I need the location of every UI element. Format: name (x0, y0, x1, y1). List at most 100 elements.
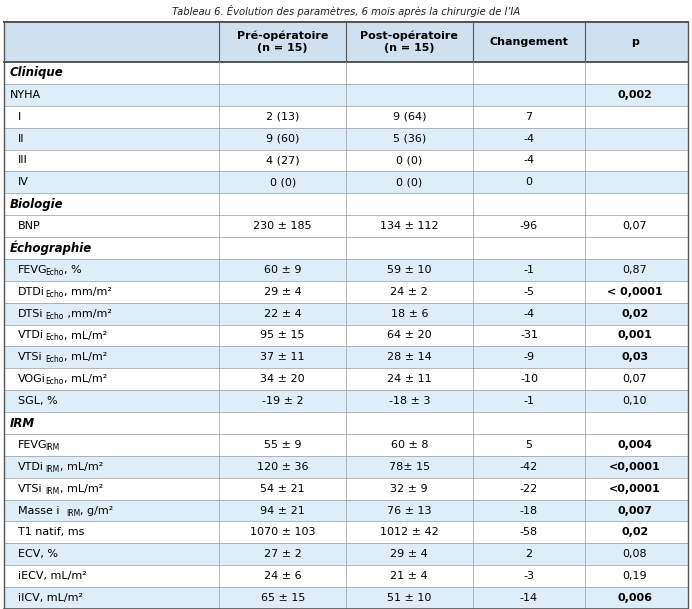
Text: 0,07: 0,07 (623, 221, 647, 231)
Bar (4, 150, 688, 171)
Text: -18 ± 3: -18 ± 3 (388, 396, 430, 406)
Text: NYHA: NYHA (10, 90, 41, 100)
Text: Echo: Echo (46, 334, 64, 342)
Text: <0,0001: <0,0001 (609, 484, 661, 494)
Text: 0,006: 0,006 (617, 593, 653, 603)
Text: 5: 5 (525, 440, 532, 450)
Text: VTDi: VTDi (18, 462, 44, 472)
Text: IRM: IRM (46, 465, 60, 474)
Text: <0,0001: <0,0001 (609, 462, 661, 472)
Text: -9: -9 (523, 353, 534, 362)
Text: Echo: Echo (46, 377, 64, 386)
Text: 32 ± 9: 32 ± 9 (390, 484, 428, 494)
Text: 4 (27): 4 (27) (266, 155, 300, 166)
Text: 22 ± 4: 22 ± 4 (264, 309, 302, 319)
Text: 29 ± 4: 29 ± 4 (264, 287, 302, 297)
Bar (4, 499, 688, 521)
Text: 0 (0): 0 (0) (270, 177, 296, 188)
Text: Pré-opératoire
(n = 15): Pré-opératoire (n = 15) (237, 31, 329, 53)
Text: , %: , % (64, 265, 82, 275)
Text: -1: -1 (523, 265, 534, 275)
Text: 24 ± 11: 24 ± 11 (387, 375, 432, 384)
Text: IRM: IRM (46, 487, 60, 496)
Text: 7: 7 (525, 111, 533, 122)
Text: 54 ± 21: 54 ± 21 (260, 484, 305, 494)
Text: Echo: Echo (46, 268, 64, 277)
Text: 0,02: 0,02 (621, 309, 648, 319)
Text: 55 ± 9: 55 ± 9 (264, 440, 302, 450)
Bar (4, 434, 688, 456)
Text: Echo: Echo (46, 356, 64, 364)
Text: , mL/m²: , mL/m² (64, 375, 108, 384)
Text: FEVG: FEVG (18, 265, 48, 275)
Text: 0,002: 0,002 (617, 90, 653, 100)
Bar (4, 521, 688, 543)
Text: VTSi: VTSi (18, 484, 43, 494)
Bar (4, 477, 688, 499)
Text: 134 ± 112: 134 ± 112 (380, 221, 439, 231)
Text: 9 (60): 9 (60) (266, 133, 300, 144)
Text: -4: -4 (523, 155, 534, 166)
Bar (4, 347, 688, 368)
Bar (4, 390, 688, 412)
Bar (4, 215, 688, 237)
Text: 18 ± 6: 18 ± 6 (390, 309, 428, 319)
Text: -10: -10 (520, 375, 538, 384)
Text: Echo: Echo (46, 312, 64, 320)
Text: 0: 0 (525, 177, 532, 188)
Text: -31: -31 (520, 331, 538, 340)
Bar (4, 587, 688, 609)
Text: 28 ± 14: 28 ± 14 (387, 353, 432, 362)
Text: -42: -42 (520, 462, 538, 472)
Text: 120 ± 36: 120 ± 36 (257, 462, 309, 472)
Text: 2: 2 (525, 549, 533, 559)
Text: 24 ± 6: 24 ± 6 (264, 571, 302, 581)
Bar (4, 368, 688, 390)
Text: 24 ± 2: 24 ± 2 (390, 287, 428, 297)
Bar (4, 456, 688, 477)
Bar (4, 106, 688, 128)
Text: 0,02: 0,02 (621, 527, 648, 537)
Text: 9 (64): 9 (64) (392, 111, 426, 122)
Text: -58: -58 (520, 527, 538, 537)
Bar (4, 281, 688, 303)
Text: 76 ± 13: 76 ± 13 (387, 505, 432, 516)
Text: 21 ± 4: 21 ± 4 (390, 571, 428, 581)
Bar (4, 84, 688, 106)
Text: -96: -96 (520, 221, 538, 231)
Text: 51 ± 10: 51 ± 10 (387, 593, 431, 603)
Text: ECV, %: ECV, % (18, 549, 58, 559)
Bar (4, 565, 688, 587)
Text: I: I (18, 111, 21, 122)
Text: 65 ± 15: 65 ± 15 (261, 593, 305, 603)
Text: Clinique: Clinique (10, 66, 64, 79)
Text: BNP: BNP (18, 221, 41, 231)
Text: 37 ± 11: 37 ± 11 (260, 353, 305, 362)
Text: iICV, mL/m²: iICV, mL/m² (18, 593, 83, 603)
Text: 1070 ± 103: 1070 ± 103 (250, 527, 316, 537)
Text: ,mm/m²: ,mm/m² (64, 309, 112, 319)
Text: , g/m²: , g/m² (80, 505, 113, 516)
Text: 0,08: 0,08 (623, 549, 647, 559)
Text: 0,10: 0,10 (623, 396, 647, 406)
Text: -18: -18 (520, 505, 538, 516)
Text: 60 ± 8: 60 ± 8 (390, 440, 428, 450)
Text: VTSi: VTSi (18, 353, 43, 362)
Bar (4, 62, 688, 84)
Text: -4: -4 (523, 309, 534, 319)
Text: p: p (631, 37, 639, 47)
Text: -4: -4 (523, 133, 534, 144)
Text: IRM: IRM (46, 443, 60, 452)
Bar (4, 412, 688, 434)
Text: 0 (0): 0 (0) (396, 155, 422, 166)
Bar (4, 128, 688, 150)
Text: Echo: Echo (46, 290, 64, 299)
Text: 0,007: 0,007 (617, 505, 653, 516)
Text: SGL, %: SGL, % (18, 396, 57, 406)
Bar (4, 303, 688, 325)
Text: -3: -3 (523, 571, 534, 581)
Text: VTDi: VTDi (18, 331, 44, 340)
Text: 29 ± 4: 29 ± 4 (390, 549, 428, 559)
Text: , mL/m²: , mL/m² (60, 484, 103, 494)
Text: Biologie: Biologie (10, 198, 64, 211)
